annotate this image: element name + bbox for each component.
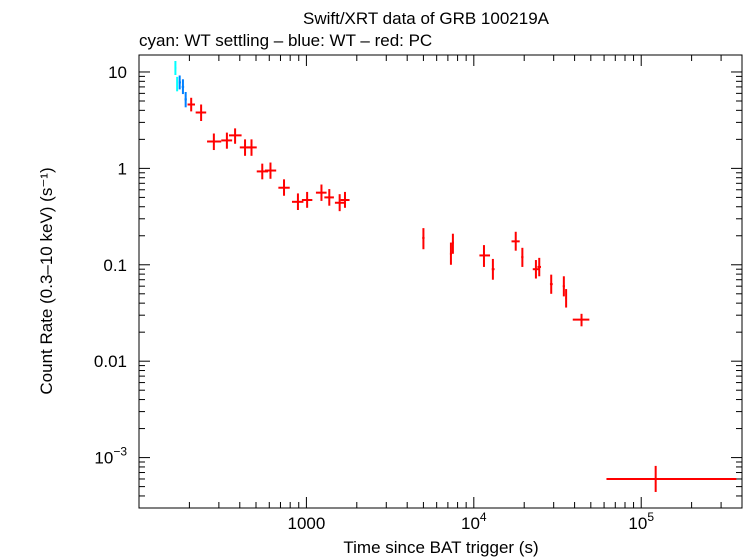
data-point (264, 162, 277, 179)
y-tick-label: 10 (108, 63, 127, 82)
data-point (184, 91, 187, 108)
data-point (207, 133, 222, 151)
data-point (479, 245, 491, 267)
y-axis-label: Count Rate (0.3–10 keV) (s⁻¹) (37, 167, 56, 394)
data-point (449, 242, 452, 265)
data-point (176, 76, 179, 92)
data-point (334, 194, 345, 212)
y-tick-labels: 10 1 0.1 0.01 10−3 (94, 63, 127, 468)
data-point (291, 193, 304, 211)
x-tick-label: 104 (461, 510, 487, 533)
data-point (565, 289, 568, 308)
data-point (537, 257, 542, 277)
data-point (181, 79, 185, 95)
x-tick-label: 105 (628, 510, 654, 533)
data-point (521, 247, 524, 267)
data-points (174, 60, 737, 492)
data-point (451, 233, 454, 254)
chart-subtitle: cyan: WT settling – blue: WT – red: PC (139, 31, 432, 50)
data-point (422, 228, 425, 250)
y-tick-label: 0.1 (103, 256, 127, 275)
data-point (324, 189, 334, 206)
data-point (229, 128, 242, 144)
data-point (187, 97, 195, 112)
x-axis-label: Time since BAT trigger (s) (343, 538, 538, 557)
series-wt (178, 75, 187, 108)
data-point (301, 191, 313, 208)
data-point (174, 60, 177, 76)
data-point (511, 231, 520, 251)
data-point (278, 179, 290, 196)
axis-ticks (138, 55, 743, 509)
x-tick-label: 1000 (287, 514, 325, 533)
data-point (549, 274, 553, 294)
data-point (315, 184, 327, 201)
y-tick-label: 0.01 (94, 352, 127, 371)
plot-frame (138, 54, 743, 509)
data-point (532, 260, 540, 279)
data-point (606, 465, 737, 492)
y-tick-label: 10−3 (94, 445, 127, 468)
series-pc (187, 97, 737, 492)
data-point (178, 75, 181, 90)
data-point (340, 191, 350, 208)
x-tick-labels: 1000 104 105 (287, 510, 654, 533)
data-point (572, 313, 590, 327)
y-tick-label: 1 (118, 159, 127, 178)
data-point (246, 139, 257, 156)
series-wt-settling (174, 60, 179, 92)
data-point (491, 258, 495, 280)
data-point (221, 132, 233, 149)
data-point (195, 104, 207, 122)
data-point (562, 276, 565, 297)
chart-title: Swift/XRT data of GRB 100219A (303, 9, 550, 28)
